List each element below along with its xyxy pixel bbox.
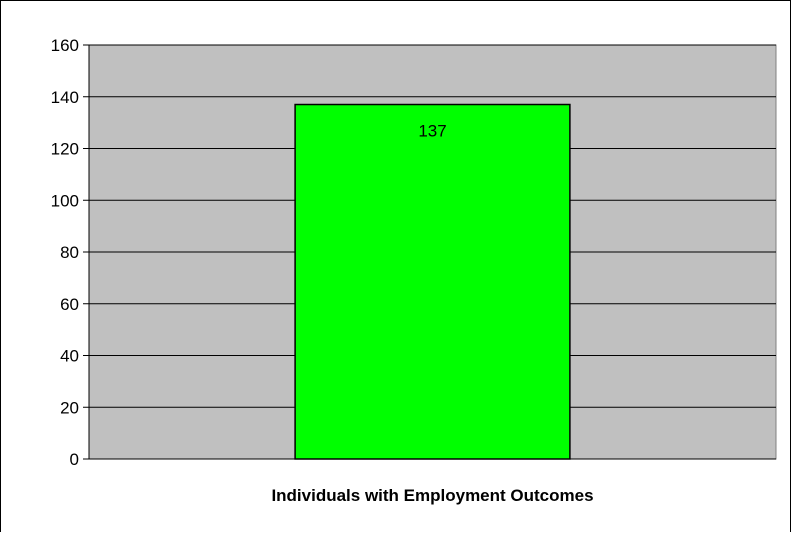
y-tick-label: 60 — [60, 295, 79, 314]
y-tick-label: 160 — [51, 36, 79, 55]
y-tick-label: 120 — [51, 140, 79, 159]
y-tick-label: 80 — [60, 243, 79, 262]
bar — [294, 103, 571, 460]
x-axis-label: Individuals with Employment Outcomes — [271, 486, 593, 505]
bar-data-label: 137 — [418, 122, 446, 141]
y-tick-label: 140 — [51, 88, 79, 107]
y-tick-label: 0 — [70, 450, 79, 469]
y-tick-label: 20 — [60, 398, 79, 417]
y-tick-label: 40 — [60, 347, 79, 366]
y-tick-label: 100 — [51, 191, 79, 210]
y-axis-ticks: 0 20 40 60 80 100 120 140 160 — [51, 36, 89, 469]
bars: 137 — [294, 103, 571, 460]
